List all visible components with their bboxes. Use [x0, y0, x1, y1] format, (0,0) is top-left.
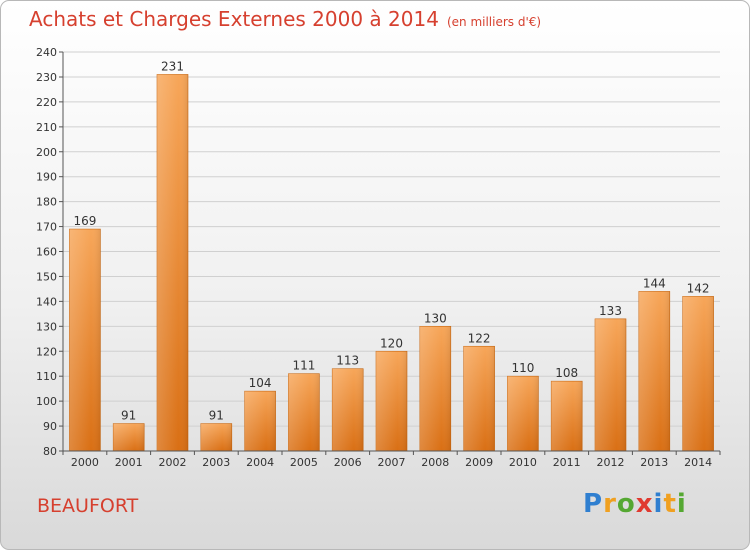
bar-shade — [332, 368, 364, 451]
bar-shade — [638, 291, 670, 451]
x-tick-label: 2000 — [71, 456, 99, 469]
y-tick-label: 170 — [36, 221, 57, 234]
x-tick-label: 2006 — [334, 456, 362, 469]
y-tick-label: 210 — [36, 121, 57, 134]
logo-letter: r — [603, 489, 617, 519]
data-label: 130 — [424, 311, 447, 325]
proxiti-logo[interactable]: Proxiti — [583, 489, 687, 519]
y-tick-label: 150 — [36, 270, 57, 283]
x-tick-label: 2004 — [246, 456, 274, 469]
bar-shade — [113, 423, 145, 451]
data-label: 91 — [121, 409, 136, 423]
chart-title: Achats et Charges Externes 2000 à 2014 (e… — [29, 7, 541, 31]
x-tick-label: 2001 — [115, 456, 143, 469]
bar-shade — [244, 391, 276, 451]
x-tick-label: 2014 — [684, 456, 712, 469]
y-tick-label: 190 — [36, 171, 57, 184]
x-tick-label: 2008 — [421, 456, 449, 469]
y-tick-label: 160 — [36, 246, 57, 259]
x-tick-label: 2010 — [509, 456, 537, 469]
data-label: 108 — [555, 366, 578, 380]
data-label: 120 — [380, 336, 403, 350]
bar-shade — [507, 376, 539, 451]
y-tick-label: 200 — [36, 146, 57, 159]
y-tick-label: 120 — [36, 345, 57, 358]
bar-shade — [419, 326, 451, 451]
bar-shade — [682, 296, 714, 451]
data-label: 113 — [336, 354, 359, 368]
data-label: 142 — [687, 281, 710, 295]
bar-shade — [157, 74, 188, 451]
y-tick-label: 230 — [36, 71, 57, 84]
data-label: 91 — [209, 409, 224, 423]
logo-letter: P — [583, 489, 604, 519]
y-tick-label: 80 — [43, 445, 57, 458]
data-label: 111 — [292, 359, 315, 373]
x-tick-label: 2005 — [290, 456, 318, 469]
bar-shade — [376, 351, 407, 451]
bar-shade — [595, 318, 626, 451]
data-label: 122 — [468, 331, 491, 345]
y-tick-label: 100 — [36, 395, 57, 408]
chart-subtitle: (en milliers d'€) — [446, 15, 542, 29]
bar-shade — [288, 373, 320, 451]
logo-letter: t — [663, 489, 677, 519]
data-label: 144 — [643, 276, 666, 290]
y-tick-label: 220 — [36, 96, 57, 109]
x-tick-label: 2009 — [465, 456, 493, 469]
logo-letter: i — [676, 489, 687, 519]
x-tick-label: 2011 — [553, 456, 581, 469]
bar-shade — [69, 229, 101, 451]
y-tick-label: 130 — [36, 320, 57, 333]
chart-title-text: Achats et Charges Externes 2000 à 2014 — [29, 7, 439, 31]
x-tick-label: 2013 — [640, 456, 668, 469]
logo-letter: i — [653, 489, 664, 519]
data-label: 104 — [249, 376, 272, 390]
y-tick-label: 240 — [36, 46, 57, 59]
y-tick-label: 140 — [36, 295, 57, 308]
town-name: BEAUFORT — [37, 495, 139, 517]
data-label: 231 — [161, 59, 184, 73]
x-tick-label: 2012 — [597, 456, 625, 469]
data-label: 110 — [511, 361, 534, 375]
x-tick-label: 2003 — [202, 456, 230, 469]
data-label: 169 — [73, 214, 96, 228]
y-tick-label: 180 — [36, 196, 57, 209]
x-tick-label: 2002 — [159, 456, 187, 469]
y-tick-label: 90 — [43, 420, 57, 433]
bar-shade — [200, 423, 232, 451]
x-tick-label: 2007 — [378, 456, 406, 469]
bar-shade — [463, 346, 495, 451]
bar-shade — [551, 381, 583, 451]
logo-letter: o — [616, 489, 636, 519]
logo-letter: x — [635, 489, 654, 519]
y-tick-label: 110 — [36, 370, 57, 383]
data-label: 133 — [599, 304, 622, 318]
